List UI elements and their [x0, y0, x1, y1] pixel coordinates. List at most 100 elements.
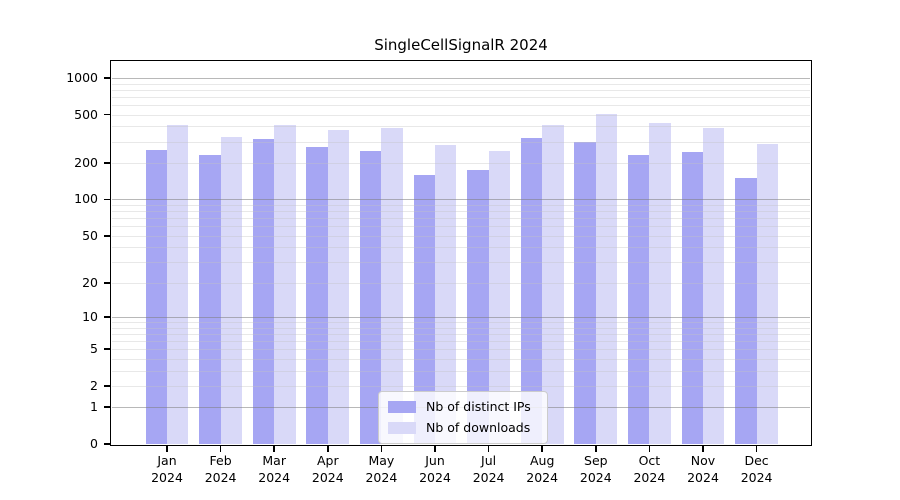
gridlines-layer [112, 62, 810, 444]
y-tick-label-10: 10 [82, 308, 98, 324]
bar-distinct-ips-dec [735, 178, 757, 444]
y-tick-label-100: 100 [74, 191, 98, 207]
bar-distinct-ips-feb [199, 154, 221, 444]
bar-downloads-oct [649, 123, 671, 444]
gridline-4 [112, 358, 810, 360]
gridline-900 [112, 83, 810, 85]
x-tick-mark-may [380, 445, 383, 452]
legend-label-downloads: Nb of downloads [426, 420, 531, 435]
x-tick-mark-nov [702, 445, 704, 452]
x-tick-label-may: May 2024 [365, 453, 398, 485]
bar-downloads-may [381, 128, 403, 444]
bar-distinct-ips-sep [574, 141, 596, 444]
bar-distinct-ips-jul [467, 170, 489, 444]
y-tick-mark-500 [104, 113, 111, 116]
bar-distinct-ips-aug [520, 138, 543, 444]
x-tick-mark-jul [487, 445, 490, 452]
legend-item-downloads: Nb of downloads [388, 421, 531, 435]
bar-distinct-ips-nov [681, 152, 703, 444]
gridline-100 [112, 199, 810, 201]
gridline-10 [112, 316, 810, 318]
y-tick-label-20: 20 [82, 274, 98, 290]
gridline-1000 [112, 77, 810, 79]
gridline-90 [112, 204, 810, 206]
gridline-50 [112, 235, 810, 237]
y-tick-label-0: 0 [90, 436, 98, 451]
y-tick-mark-20 [104, 281, 111, 284]
gridline-60 [112, 226, 810, 228]
bar-downloads-jan [167, 125, 189, 444]
y-tick-label-200: 200 [74, 155, 98, 170]
x-tick-mark-jun [434, 445, 436, 452]
x-tick-mark-sep [594, 445, 597, 452]
bar-downloads-aug [542, 125, 564, 444]
bar-distinct-ips-jun [413, 174, 435, 444]
gridline-40 [112, 247, 810, 249]
y-tick-mark-0 [104, 443, 111, 445]
gridline-30 [112, 262, 810, 264]
y-tick-mark-2 [104, 384, 111, 387]
plot-area [112, 62, 810, 444]
gridline-8 [112, 327, 810, 329]
gridline-3 [112, 370, 810, 372]
y-tick-mark-50 [104, 234, 111, 237]
bar-downloads-jun [435, 145, 457, 444]
bar-downloads-dec [756, 144, 778, 444]
bar-downloads-apr [327, 129, 350, 444]
gridline-2 [112, 385, 810, 387]
gridline-7 [112, 333, 810, 335]
x-tick-mark-apr [326, 445, 329, 452]
legend-item-distinct-ips: Nb of distinct IPs [388, 400, 531, 414]
x-tick-label-jun: Jun 2024 [419, 453, 451, 485]
x-tick-label-oct: Oct 2024 [633, 453, 666, 485]
gridline-5 [112, 349, 810, 351]
chart-title: SingleCellSignalR 2024 [374, 36, 548, 54]
x-tick-label-jul: Jul 2024 [472, 453, 505, 485]
x-tick-label-nov: Nov 2024 [687, 453, 719, 485]
y-tick-mark-10 [104, 316, 111, 318]
bar-downloads-sep [595, 113, 618, 444]
gridline-600 [112, 104, 810, 106]
x-tick-mark-jan [166, 445, 168, 452]
y-tick-label-5: 5 [90, 341, 98, 357]
x-tick-mark-dec [755, 445, 758, 452]
bar-downloads-mar [274, 125, 296, 444]
y-tick-label-500: 500 [74, 106, 98, 122]
y-tick-mark-1000 [104, 77, 111, 79]
bars-layer [112, 62, 810, 444]
bar-distinct-ips-may [360, 151, 382, 444]
bar-distinct-ips-oct [628, 154, 650, 444]
bar-distinct-ips-mar [252, 139, 275, 444]
bar-distinct-ips-jan [145, 150, 167, 444]
bar-distinct-ips-apr [306, 147, 328, 444]
gridline-700 [112, 96, 810, 98]
x-tick-label-aug: Aug 2024 [526, 453, 559, 485]
x-tick-label-jan: Jan 2024 [151, 453, 183, 485]
x-tick-mark-oct [648, 445, 651, 452]
bar-downloads-jul [488, 151, 510, 444]
x-tick-mark-mar [273, 445, 276, 452]
y-tick-mark-1 [104, 406, 111, 409]
x-tick-label-feb: Feb 2024 [204, 453, 237, 485]
gridline-80 [112, 211, 810, 213]
x-tick-label-sep: Sep 2024 [579, 453, 612, 485]
gridline-70 [112, 218, 810, 220]
legend-swatch-downloads-icon [388, 422, 416, 434]
x-tick-label-dec: Dec 2024 [740, 453, 773, 485]
gridline-6 [112, 340, 810, 342]
y-tick-mark-5 [104, 348, 111, 350]
gridline-400 [112, 126, 810, 128]
bar-downloads-nov [703, 128, 725, 444]
gridline-300 [112, 141, 810, 143]
y-tick-mark-100 [104, 198, 111, 201]
y-tick-label-1: 1 [90, 399, 98, 415]
gridline-20 [112, 282, 810, 284]
y-tick-label-1000: 1000 [66, 69, 98, 85]
gridline-200 [112, 163, 810, 164]
gridline-800 [112, 89, 810, 91]
bar-downloads-feb [220, 136, 242, 444]
legend-label-distinct-ips: Nb of distinct IPs [426, 399, 531, 414]
y-tick-mark-200 [104, 162, 111, 164]
legend-swatch-distinct-ips-icon [388, 401, 416, 413]
